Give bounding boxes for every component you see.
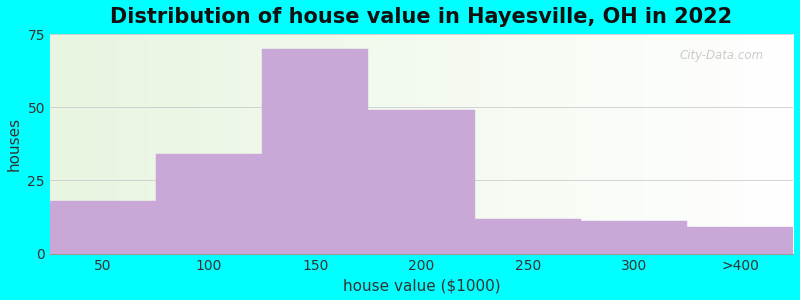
Bar bbox=[474, 218, 581, 254]
X-axis label: house value ($1000): house value ($1000) bbox=[342, 278, 500, 293]
Title: Distribution of house value in Hayesville, OH in 2022: Distribution of house value in Hayesvill… bbox=[110, 7, 733, 27]
Bar bbox=[581, 221, 687, 254]
Bar bbox=[262, 49, 368, 253]
Text: City-Data.com: City-Data.com bbox=[679, 50, 763, 62]
Bar bbox=[687, 227, 793, 254]
Y-axis label: houses: houses bbox=[7, 117, 22, 171]
Bar bbox=[50, 201, 156, 253]
Bar bbox=[368, 110, 474, 254]
Bar bbox=[156, 154, 262, 254]
